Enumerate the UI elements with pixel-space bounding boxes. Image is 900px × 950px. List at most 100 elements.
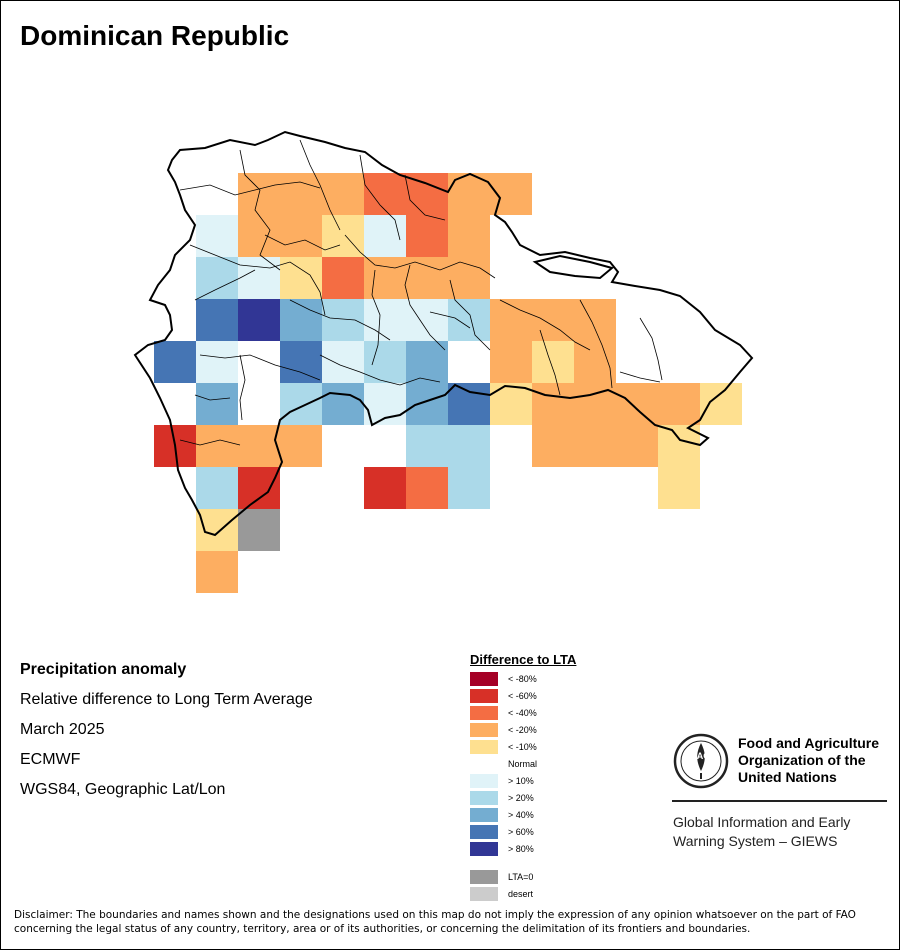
- map-canvas: [133, 130, 754, 593]
- legend-label: < -40%: [508, 708, 537, 718]
- legend-row: Normal: [470, 757, 537, 771]
- grid-cell: [406, 341, 448, 383]
- grid-cell: [280, 341, 322, 383]
- country-outline: [133, 130, 754, 537]
- legend-label: > 10%: [508, 776, 534, 786]
- disclaimer: Disclaimer: The boundaries and names sho…: [14, 909, 856, 935]
- legend-label: > 20%: [508, 793, 534, 803]
- grid-cell: [448, 467, 490, 509]
- legend-swatch: [470, 757, 498, 771]
- legend-swatch: [470, 791, 498, 805]
- grid-cell: [658, 383, 700, 425]
- grid-cell: [364, 467, 406, 509]
- grid-cell: [448, 257, 490, 299]
- legend-row: > 60%: [470, 825, 534, 839]
- grid-cell: [196, 425, 238, 467]
- grid-cell: [574, 383, 616, 425]
- info-heading: Precipitation anomaly: [20, 661, 187, 678]
- grid-cell: [406, 467, 448, 509]
- legend-label: Normal: [508, 759, 538, 769]
- org-name-line: Organization of the: [738, 752, 866, 768]
- grid-cell: [322, 257, 364, 299]
- legend-row: > 40%: [470, 808, 534, 822]
- legend-label: < -10%: [508, 742, 537, 752]
- grid-cell: [532, 299, 574, 341]
- grid-cell: [322, 341, 364, 383]
- grid-cell: [700, 383, 742, 425]
- map-info: Precipitation anomaly Relative differenc…: [20, 655, 313, 805]
- grid-cell: [406, 299, 448, 341]
- legend-swatch: [470, 808, 498, 822]
- grid-cell: [280, 383, 322, 425]
- legend-label: desert: [508, 889, 534, 899]
- grid-cell: [196, 299, 238, 341]
- legend-row: < -10%: [470, 740, 537, 754]
- grid-cell: [364, 173, 406, 215]
- dominican-republic-border: [133, 130, 754, 537]
- legend-swatch: [470, 740, 498, 754]
- grid-cell: [238, 467, 280, 509]
- grid-cell: [238, 509, 280, 551]
- grid-cell: [658, 467, 700, 509]
- giews-name: Global Information and Early Warning Sys…: [673, 813, 850, 851]
- grid-cell: [364, 299, 406, 341]
- grid-cell: [406, 383, 448, 425]
- legend-swatch: [470, 689, 498, 703]
- grid-cell: [196, 509, 238, 551]
- grid-cell: [406, 425, 448, 467]
- map-title: Dominican Republic: [20, 20, 290, 51]
- grid-cell: [280, 299, 322, 341]
- legend-row: < -40%: [470, 706, 537, 720]
- legend-swatch: [470, 774, 498, 788]
- legend-swatch: [470, 706, 498, 720]
- legend-label: > 60%: [508, 827, 534, 837]
- grid-cell: [448, 425, 490, 467]
- legend-row: > 80%: [470, 842, 534, 856]
- grid-cell: [448, 215, 490, 257]
- org-divider: [672, 800, 887, 802]
- grid-cell: [322, 215, 364, 257]
- province-boundaries: [179, 139, 663, 446]
- legend-label: > 40%: [508, 810, 534, 820]
- legend-swatch: [470, 842, 498, 856]
- legend-row: LTA=0: [470, 870, 533, 884]
- org-name: Food and Agriculture Organization of the…: [738, 735, 879, 786]
- grid-cell: [238, 299, 280, 341]
- org-name-line: Food and Agriculture: [738, 735, 880, 751]
- grid-cell: [280, 173, 322, 215]
- grid-cell: [406, 257, 448, 299]
- legend-row: desert: [470, 887, 533, 901]
- legend-swatch: [470, 887, 498, 901]
- legend-row: < -20%: [470, 723, 537, 737]
- grid-cell: [280, 425, 322, 467]
- grid-cell: [574, 299, 616, 341]
- grid-cell: [490, 299, 532, 341]
- grid-cell: [574, 341, 616, 383]
- legend-row: < -80%: [470, 672, 537, 686]
- legend-row: < -60%: [470, 689, 537, 703]
- legend-swatch: [470, 825, 498, 839]
- grid-cell: [322, 173, 364, 215]
- legend-row: > 10%: [470, 774, 534, 788]
- grid-cell: [196, 215, 238, 257]
- grid-cell: [238, 215, 280, 257]
- legend-swatch: [470, 870, 498, 884]
- grid-cell: [364, 257, 406, 299]
- grid-cell: [196, 551, 238, 593]
- legend-label: < -80%: [508, 674, 537, 684]
- grid-cell: [448, 299, 490, 341]
- grid-cell: [364, 215, 406, 257]
- grid-cell: [322, 299, 364, 341]
- grid-cell: [280, 257, 322, 299]
- grid-cell: [322, 383, 364, 425]
- giews-line: Global Information and Early: [673, 814, 851, 830]
- info-source: ECMWF: [20, 751, 81, 768]
- grid-cell: [658, 425, 700, 467]
- grid-cell: [196, 257, 238, 299]
- grid-cell: [532, 425, 574, 467]
- legend-label: < -60%: [508, 691, 537, 701]
- grid-cell: [280, 215, 322, 257]
- grid-cell: [154, 341, 196, 383]
- grid-cell: [238, 257, 280, 299]
- legend-row: > 20%: [470, 791, 534, 805]
